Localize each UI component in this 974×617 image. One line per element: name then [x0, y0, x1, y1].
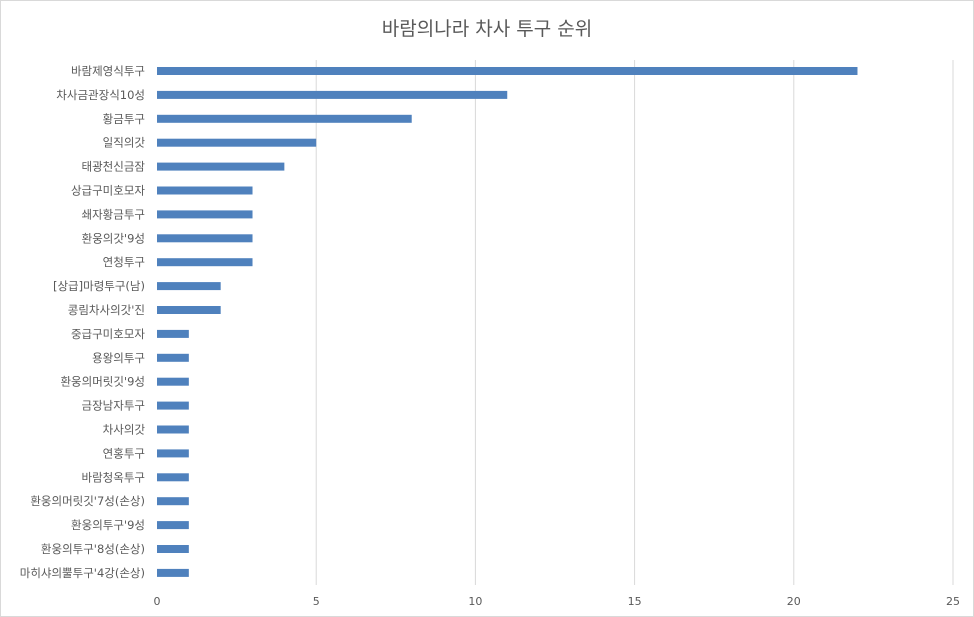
bar	[157, 234, 253, 243]
x-tick-label: 5	[313, 595, 320, 608]
bar	[157, 377, 189, 386]
bar	[157, 282, 221, 291]
category-label: 일직의갓	[103, 136, 146, 150]
category-label: 콩림차사의갓'진	[68, 303, 145, 317]
bar	[157, 449, 189, 458]
category-label: 바람제영식투구	[71, 64, 145, 78]
bar	[157, 521, 189, 530]
bar	[157, 545, 189, 553]
bar	[157, 353, 189, 362]
bar	[157, 162, 285, 171]
bars	[157, 67, 858, 577]
bar	[157, 258, 253, 267]
category-label: 마히샤의뿔투구'4강(손상)	[20, 566, 145, 580]
category-label: 중급구미호모자	[71, 327, 145, 341]
gridlines	[315, 60, 954, 585]
bar	[157, 90, 508, 99]
bar	[157, 186, 253, 195]
category-label: 용왕의투구	[92, 351, 145, 365]
bar	[157, 138, 317, 147]
x-tick-label: 10	[468, 595, 482, 608]
category-label: 태광천신금잠	[82, 160, 146, 174]
bar	[157, 401, 189, 410]
category-label: 쇄자황금투구	[82, 207, 145, 221]
category-label: 차사금관장식10성	[56, 88, 145, 102]
bar	[157, 210, 253, 219]
x-tick-label: 0	[154, 595, 161, 608]
category-label: 바람청옥투구	[82, 470, 145, 484]
bar	[157, 114, 412, 123]
category-label: 환웅의갓'9성	[82, 231, 145, 245]
bar	[157, 306, 221, 314]
category-label: 금장남자투구	[82, 399, 145, 413]
category-label: 환웅의투구'8성(손상)	[41, 542, 145, 556]
x-tick-label: 20	[787, 595, 801, 608]
bar	[157, 568, 189, 577]
category-label: 상급구미호모자	[71, 184, 145, 198]
category-label: 차사의갓	[103, 423, 146, 437]
category-label: 연홍투구	[103, 446, 145, 460]
bar	[157, 473, 189, 482]
bar	[157, 425, 189, 434]
category-label: 환웅의투구'9성	[71, 518, 145, 532]
category-label: [상급]마령투구(남)	[53, 279, 145, 293]
chart-title: 바람의나라 차사 투구 순위	[381, 18, 593, 40]
bar	[157, 329, 189, 338]
category-label: 연청투구	[103, 255, 145, 269]
category-label: 환웅의머릿깃'7성(손상)	[30, 494, 145, 508]
x-tick-label: 25	[946, 595, 960, 608]
category-labels: 바람제영식투구차사금관장식10성황금투구일직의갓태광천신금잠상급구미호모자쇄자황…	[20, 64, 146, 580]
bar	[157, 67, 858, 75]
x-tick-labels: 0 5 10 15 20 25	[154, 595, 961, 608]
bar	[157, 497, 189, 506]
category-label: 황금투구	[103, 112, 145, 126]
category-label: 환웅의머릿깃'9성	[60, 375, 145, 389]
x-tick-label: 15	[628, 595, 642, 608]
